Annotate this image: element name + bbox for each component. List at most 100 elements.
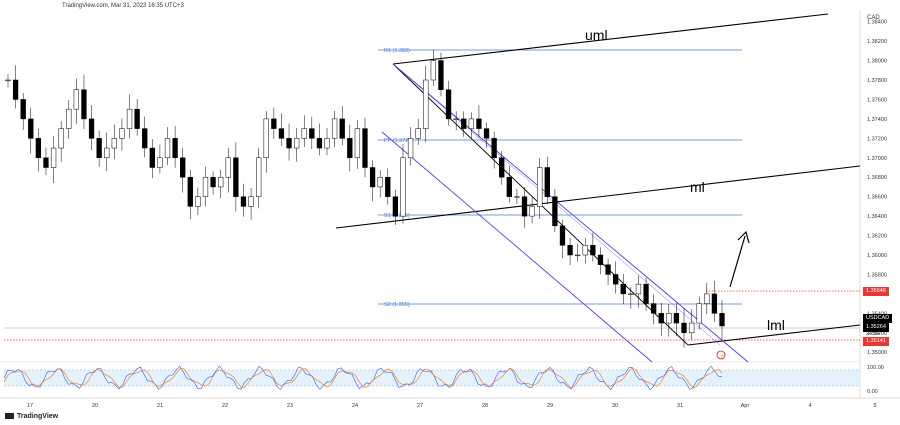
candle-body	[491, 138, 497, 159]
candle-body	[271, 118, 277, 129]
candle-body	[248, 196, 254, 207]
candle-body	[96, 138, 102, 159]
candle-body	[704, 293, 710, 304]
candle-body	[537, 167, 543, 207]
candle-body	[324, 138, 330, 149]
candle-body	[81, 89, 87, 120]
candle-body	[12, 79, 19, 100]
candle-body	[126, 108, 133, 129]
forecast-arrow-head	[737, 230, 750, 244]
tradingview-logo[interactable]: TradingView	[5, 413, 58, 420]
oscillator-tick-100: 100.00	[867, 365, 884, 371]
pivot-pp-label: PP (1.372)	[384, 138, 410, 144]
candle-body	[362, 128, 368, 168]
time-tick-label: 24	[352, 403, 358, 409]
candle-body	[142, 128, 148, 149]
channel-lower-line	[381, 131, 653, 363]
candle-body	[407, 138, 414, 159]
candle-body	[88, 118, 95, 139]
candle-body	[650, 303, 657, 314]
candle-body	[369, 167, 376, 188]
uml-label: uml	[585, 27, 608, 43]
time-tick-label: 30	[612, 403, 618, 409]
candle-body	[172, 138, 178, 159]
candle-body	[423, 79, 429, 129]
ml-label: ml	[690, 179, 705, 195]
candle-body	[483, 128, 490, 139]
bar-countdown: 24:54	[866, 331, 880, 337]
candle-body	[400, 157, 406, 217]
price-tick-label: 1.37200	[867, 136, 887, 142]
candle-body	[278, 128, 285, 139]
candle-body	[514, 196, 520, 198]
candle-body	[180, 157, 186, 178]
candle-body	[438, 60, 444, 90]
candle-body	[415, 128, 421, 139]
candle-body	[696, 303, 702, 324]
price-tick-label: 1.36600	[867, 195, 887, 201]
candle-body	[582, 245, 588, 256]
candle-body	[347, 138, 353, 159]
candle-body	[567, 245, 573, 256]
candle-body	[506, 176, 512, 197]
candle-body	[590, 245, 596, 256]
candle-body	[111, 138, 117, 149]
price-tick-label: 1.37600	[867, 97, 887, 103]
pitchfork-upper-median-line	[392, 13, 829, 65]
candle-body	[339, 118, 345, 139]
candle-body	[301, 128, 307, 139]
candle-body	[529, 206, 535, 217]
oscillator-k-line	[3, 365, 723, 391]
candle-body	[559, 225, 566, 246]
price-tick-label: 1.36200	[867, 234, 887, 240]
tradingview-logo-icon	[5, 413, 14, 419]
candle-body	[50, 147, 57, 168]
candle-body	[331, 118, 338, 139]
candle-body	[210, 176, 216, 188]
candle-body	[605, 264, 611, 275]
candle-body	[309, 128, 315, 139]
candle-body	[164, 138, 171, 159]
symbol-tag: USDCAD	[863, 314, 893, 323]
pivot-r1-label: R1 (1.382)	[384, 48, 410, 54]
price-axis-ticks: 1.38400 1.38200 1.38000 1.37800 1.37600 1.374…	[867, 20, 887, 357]
oscillator-d-line	[3, 367, 723, 389]
price-tick-label: 1.38400	[867, 20, 887, 26]
candle-body	[256, 157, 262, 197]
price-tick-label: 1.35000	[867, 350, 887, 356]
candle-body	[688, 322, 695, 334]
candle-body	[28, 118, 34, 139]
candle-body	[392, 196, 399, 217]
candle-body	[552, 196, 558, 227]
candle-body	[134, 108, 140, 129]
candle-body	[225, 157, 231, 178]
price-tick-label: 1.38200	[867, 39, 887, 45]
candle-body	[476, 118, 482, 129]
candle-body	[240, 196, 247, 207]
oscillator-band	[4, 370, 860, 386]
economic-event-icon[interactable]	[716, 350, 726, 360]
candle-body	[635, 283, 642, 295]
candle-body	[195, 196, 201, 207]
chart-header-title: TradingView.com, Mar 31, 2023 16:35 UTC+…	[62, 3, 184, 9]
pitchfork-lower-median-line	[687, 324, 861, 346]
time-tick-label: 4	[808, 403, 811, 409]
tradingview-logo-text: TradingView	[17, 413, 59, 420]
candle-body	[711, 293, 718, 314]
candle-body	[43, 157, 49, 168]
candle-body	[453, 118, 459, 120]
price-tick-label: 1.37800	[867, 78, 887, 84]
price-tick-label: 1.37400	[867, 117, 887, 123]
time-tick-label: 27	[417, 403, 423, 409]
last-price-tag: 1.35264	[863, 323, 889, 332]
candle-body	[499, 157, 505, 178]
oscillator-tick-0: 0.00	[867, 389, 878, 395]
price-tick-label: 1.38000	[867, 59, 887, 65]
price-tick-label: 1.35800	[867, 272, 887, 278]
candle-body	[658, 313, 664, 324]
candle-body	[5, 79, 11, 82]
candle-body	[719, 313, 725, 327]
candle-body	[149, 147, 155, 168]
resistance-price-tag: 1.35646	[863, 287, 889, 296]
